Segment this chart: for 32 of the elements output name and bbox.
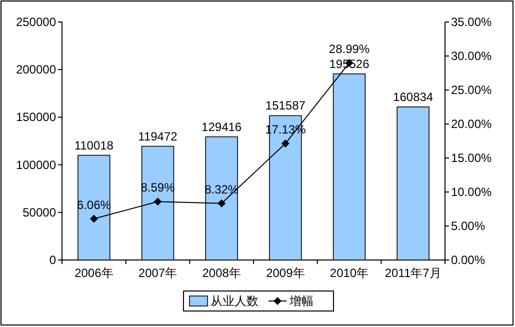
x-tick-label: 2010年 <box>330 266 369 280</box>
y-tick-label: 100000 <box>16 158 56 172</box>
x-tick-label: 2008年 <box>202 266 241 280</box>
y-tick-label: 150000 <box>16 110 56 124</box>
data-label: 28.99% <box>328 42 370 56</box>
y2-tick-label: 15.00% <box>451 151 492 165</box>
y2-tick-label: 20.00% <box>451 117 492 131</box>
y2-tick-label: 0.00% <box>451 253 486 267</box>
y2-tick-label: 35.00% <box>451 15 492 29</box>
y-tick-label: 200000 <box>16 62 56 77</box>
legend-label: 增幅 <box>288 294 314 308</box>
point <box>218 199 226 208</box>
y-tick-label: 250000 <box>16 15 56 29</box>
y2-tick-label: 30.00% <box>451 49 492 63</box>
point <box>281 140 290 148</box>
data-label: 160834 <box>393 90 434 104</box>
y-tick-label: 0 <box>49 253 56 267</box>
x-tick-label: 2009年 <box>266 266 305 280</box>
legend-label: 从业人数 <box>210 294 258 308</box>
y-tick-label: 50000 <box>22 205 56 220</box>
y2-tick-label: 25.00% <box>451 83 492 97</box>
point <box>154 198 162 206</box>
point <box>90 214 98 223</box>
y2-tick-label: 10.00% <box>451 185 492 199</box>
data-label: 119472 <box>138 129 178 144</box>
y2-tick-label: 5.00% <box>451 219 486 233</box>
data-label: 129416 <box>202 120 242 134</box>
x-tick-label: 2007年 <box>138 266 178 280</box>
data-label: 151587 <box>265 98 306 113</box>
x-tick-label: 2006年 <box>74 266 114 280</box>
data-label: 110018 <box>74 138 114 152</box>
x-tick-label: 2011年7月 <box>384 266 442 280</box>
